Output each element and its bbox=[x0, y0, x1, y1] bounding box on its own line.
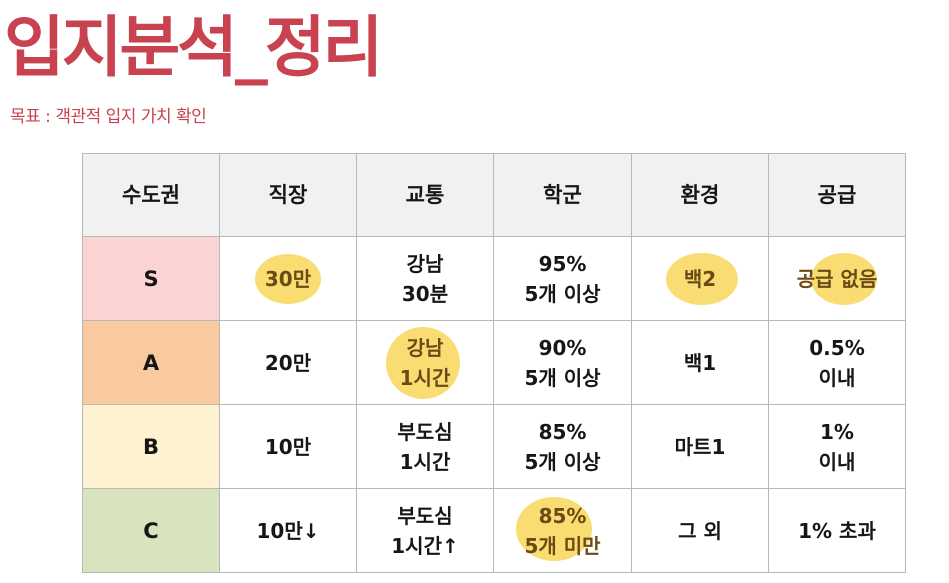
supply-cell-a: 0.5% 이내 bbox=[768, 320, 906, 405]
school-line1-a: 90% bbox=[538, 335, 587, 360]
page-title: 입지분석_정리 bbox=[4, 9, 383, 86]
supply-line1-b: 1% bbox=[820, 419, 854, 444]
job-value-s: 30만 bbox=[264, 266, 312, 291]
highlight-mark bbox=[516, 496, 593, 561]
school-cell-a: 90% 5개 이상 bbox=[493, 320, 632, 405]
table-row-a: A 20만 강남 1시간 90% 5개 이상 백1 0.5% 이내 bbox=[82, 320, 906, 405]
transport-line1-c: 부도심 bbox=[397, 503, 453, 528]
transport-line1-b: 부도심 bbox=[397, 419, 453, 444]
transport-cell-c: 부도심 1시간↑ bbox=[356, 488, 494, 573]
environment-value-s: 백2 bbox=[683, 266, 717, 291]
highlight-mark bbox=[665, 252, 738, 305]
supply-cell-b: 1% 이내 bbox=[768, 404, 906, 489]
tier-cell-c: C bbox=[82, 488, 220, 573]
tier-cell-b: B bbox=[82, 404, 220, 489]
environment-cell-c: 그 외 bbox=[631, 488, 769, 573]
highlight-mark bbox=[254, 253, 321, 304]
school-line1-b: 85% bbox=[538, 419, 587, 444]
transport-cell-b: 부도심 1시간 bbox=[356, 404, 494, 489]
transport-cell-s: 강남 30분 bbox=[356, 236, 494, 321]
transport-cell-a: 강남 1시간 bbox=[356, 320, 494, 405]
table-row-c: C 10만↓ 부도심 1시간↑ 85% 5개 미만 그 외 1% 초과 bbox=[82, 488, 906, 573]
school-line2-s: 5개 이상 bbox=[524, 281, 601, 306]
job-cell-b: 10만 bbox=[219, 404, 357, 489]
school-cell-c: 85% 5개 미만 bbox=[493, 488, 632, 573]
table-row-s: S 30만 강남 30분 95% 5개 이상 백2 bbox=[82, 236, 906, 321]
supply-line1-a: 0.5% bbox=[809, 335, 865, 360]
transport-line2-s: 30분 bbox=[401, 281, 449, 306]
header-transport: 교통 bbox=[356, 153, 494, 237]
transport-line2-c: 1시간↑ bbox=[391, 533, 459, 558]
location-analysis-table: 수도권 직장 교통 학군 환경 공급 S 30만 강남 30분 95% 5 bbox=[82, 153, 906, 573]
job-cell-a: 20만 bbox=[219, 320, 357, 405]
header-environment: 환경 bbox=[631, 153, 769, 237]
supply-line2-b: 이내 bbox=[818, 449, 856, 474]
school-line1-c: 85% bbox=[538, 503, 587, 528]
school-line1-s: 95% bbox=[538, 251, 587, 276]
page-subtitle: 목표 : 객관적 입지 가치 확인 bbox=[10, 107, 207, 127]
school-cell-s: 95% 5개 이상 bbox=[493, 236, 632, 321]
school-line2-c: 5개 미만 bbox=[524, 533, 601, 558]
table-row-b: B 10만 부도심 1시간 85% 5개 이상 마트1 1% 이내 bbox=[82, 404, 906, 489]
transport-line2-b: 1시간 bbox=[399, 449, 451, 474]
transport-line2-a: 1시간 bbox=[399, 365, 451, 390]
school-line2-a: 5개 이상 bbox=[524, 365, 601, 390]
table-header-row: 수도권 직장 교통 학군 환경 공급 bbox=[82, 153, 906, 237]
supply-line2-a: 이내 bbox=[818, 365, 856, 390]
transport-line1-a: 강남 bbox=[406, 335, 444, 360]
school-cell-b: 85% 5개 이상 bbox=[493, 404, 632, 489]
header-supply: 공급 bbox=[768, 153, 906, 237]
environment-cell-b: 마트1 bbox=[631, 404, 769, 489]
supply-cell-s: 공급 없음 bbox=[768, 236, 906, 321]
tier-cell-a: A bbox=[82, 320, 220, 405]
highlight-mark bbox=[385, 326, 460, 399]
header-job: 직장 bbox=[219, 153, 357, 237]
highlight-mark bbox=[810, 252, 877, 305]
header-school: 학군 bbox=[493, 153, 632, 237]
school-line2-b: 5개 이상 bbox=[524, 449, 601, 474]
supply-cell-c: 1% 초과 bbox=[768, 488, 906, 573]
transport-line1-s: 강남 bbox=[406, 251, 444, 276]
header-capital-area: 수도권 bbox=[82, 153, 220, 237]
job-cell-c: 10만↓ bbox=[219, 488, 357, 573]
environment-cell-s: 백2 bbox=[631, 236, 769, 321]
supply-value-s: 공급 없음 bbox=[796, 266, 878, 291]
job-cell-s: 30만 bbox=[219, 236, 357, 321]
tier-cell-s: S bbox=[82, 236, 220, 321]
environment-cell-a: 백1 bbox=[631, 320, 769, 405]
